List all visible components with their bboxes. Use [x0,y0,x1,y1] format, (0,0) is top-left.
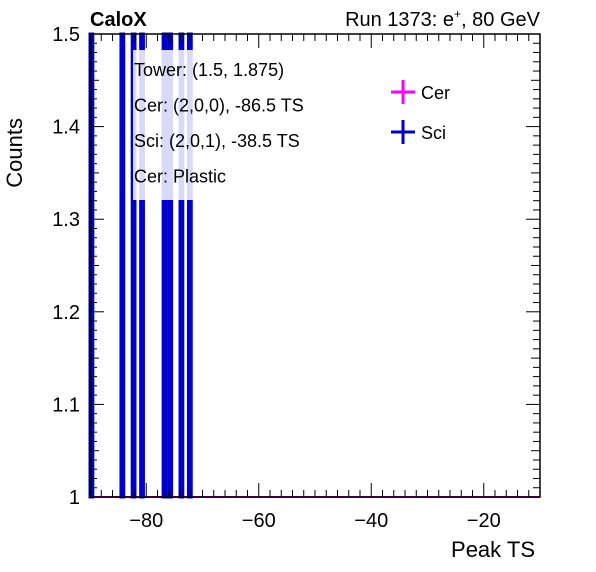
y-tick-label: 1.4 [52,117,80,139]
header-left: CaloX [90,9,147,31]
annotation-line: Tower: (1.5, 1.875) [134,60,284,80]
x-tick-label: −20 [467,510,501,532]
legend-label: Sci [421,123,446,143]
annotation-line: Sci: (2,0,1), -38.5 TS [134,131,300,151]
header-right-suffix: , 80 GeV [461,9,541,31]
y-tick-label: 1.2 [52,302,80,324]
header-right-prefix: Run 1373: e [345,9,454,31]
annotation-line: Cer: (2,0,0), -86.5 TS [134,96,304,116]
annotation-background [133,50,365,200]
y-tick-label: 1.5 [52,24,80,46]
y-tick-label: 1.1 [52,394,80,416]
legend-label: Cer [421,83,450,103]
histogram-bar [119,32,126,499]
header-right-sup: + [454,7,461,21]
y-axis-label: Counts [2,118,27,188]
x-tick-label: −80 [129,510,163,532]
legend: Cer Sci [391,80,450,144]
annotation-line: Cer: Plastic [134,167,226,187]
x-axis-label: Peak TS [451,537,535,562]
y-tick-label: 1.3 [52,209,80,231]
annotation-box: Tower: (1.5, 1.875) Cer: (2,0,0), -86.5 T… [133,50,365,200]
axes: −80 −60 −40 −20 1 1.1 1.2 1.3 1.4 1.5 [52,24,541,532]
y-tick-label: 1 [69,487,80,509]
x-tick-label: −60 [242,510,276,532]
x-tick-label: −40 [354,510,388,532]
header-right: Run 1373: e+, 80 GeV [345,7,541,31]
